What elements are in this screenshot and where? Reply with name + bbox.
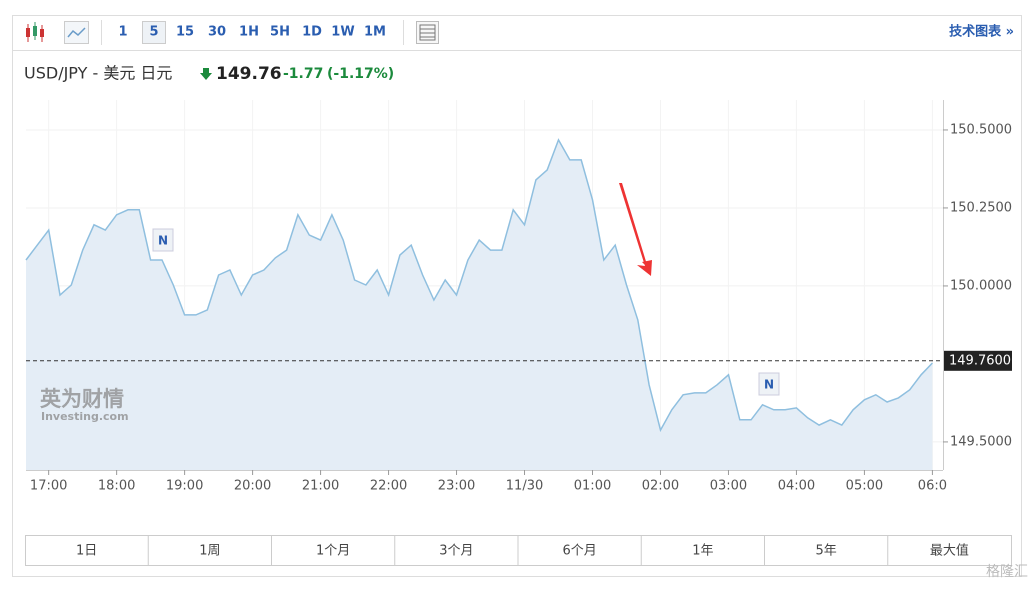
x-tick-label: 03:00 [710,479,747,494]
range-button[interactable]: 1个月 [316,544,350,559]
range-button[interactable]: 6个月 [562,544,596,559]
change-pct: (-1.17%) [327,66,394,82]
tech-chart-link[interactable]: 技术图表 » [949,24,1014,40]
interval-button[interactable]: 15 [176,25,194,40]
x-tick-label: 23:00 [438,479,475,494]
area [26,139,933,470]
range-button[interactable]: 1年 [692,544,713,559]
interval-button[interactable]: 1W [331,25,354,40]
interval-button[interactable]: 30 [208,25,226,40]
price: 149.76 [216,64,282,84]
range-button[interactable]: 5年 [815,544,836,559]
y-tick-label: 150.2500 [950,200,1012,215]
interval-button[interactable]: 1 [118,25,127,40]
y-tick-label: 149.5000 [950,434,1012,449]
y-tick-label: 150.5000 [950,122,1012,137]
red-arrow [619,183,652,276]
x-tick-label: 18:00 [98,479,135,494]
news-marker-label: N [764,378,774,392]
news-marker[interactable] [758,372,780,396]
y-tick-label: 150.0000 [950,278,1012,293]
last-price-label: 149.7600 [949,353,1011,368]
x-tick-label: 02:00 [642,479,679,494]
interval-button[interactable]: 1D [302,25,322,40]
x-tick-label: 21:00 [302,479,339,494]
change: -1.77 [283,66,323,82]
interval-selected [142,21,166,44]
price-line [25,138,933,433]
x-tick-label: 19:00 [166,479,203,494]
table-icon[interactable] [416,21,439,44]
watermark-en: Investing.com [41,410,129,423]
x-tick-label: 01:00 [574,479,611,494]
interval-button[interactable]: 1M [364,25,386,40]
range-button[interactable]: 1日 [76,544,97,559]
news-marker-label: N [158,234,168,248]
pair-title: USD/JPY - 美元 日元 [24,64,172,83]
range-button[interactable]: 最大值 [930,543,969,559]
interval-button[interactable]: 5 [149,25,158,40]
x-tick-label: 04:00 [778,479,815,494]
interval-button[interactable]: 1H [239,25,259,40]
watermark: 英为财情 Investing.com [40,387,129,423]
candle-icon[interactable] [26,22,44,42]
x-tick-label: 06:0 [918,479,947,494]
down-arrow [200,68,212,80]
x-tick-label: 22:00 [370,479,407,494]
x-tick-label: 11/30 [506,479,543,494]
range-button[interactable]: 3个月 [439,544,473,559]
x-tick-label: 05:00 [846,479,883,494]
news-marker[interactable] [152,228,174,252]
last-price-box [944,350,1012,371]
x-tick-label: 17:00 [30,479,67,494]
logo: 格隆汇 [986,564,1028,580]
watermark-cn: 英为财情 [40,387,124,411]
interval-button[interactable]: 5H [270,25,290,40]
x-tick-label: 20:00 [234,479,271,494]
range-button[interactable]: 1周 [199,544,220,559]
line-icon[interactable] [64,21,89,44]
